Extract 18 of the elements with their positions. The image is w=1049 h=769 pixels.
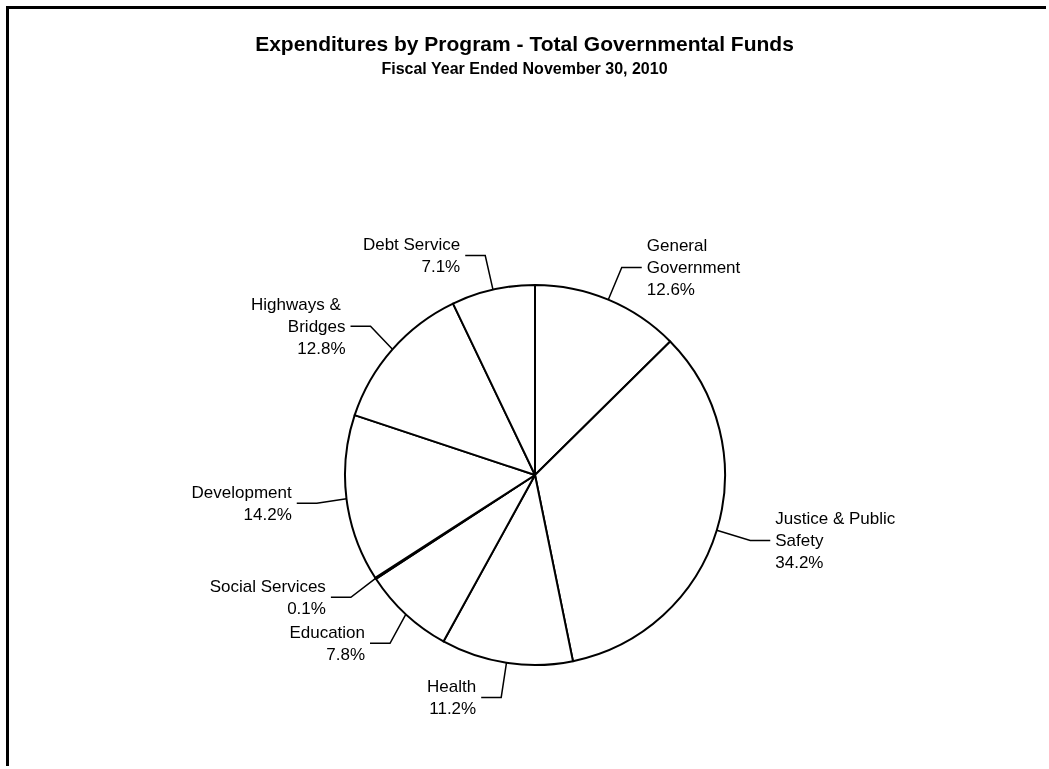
slice-label: Highways & Bridges [251, 294, 346, 336]
data-label: 11.2% [429, 698, 477, 718]
data-label: 7.1% [421, 257, 461, 277]
data-label: 14.2% [243, 504, 292, 524]
chart-title: Expenditures by Program - Total Governmental Funds [255, 32, 794, 55]
slice-label: Debt Service [362, 235, 461, 255]
data-label: 34.2% [775, 552, 824, 572]
data-label: 0.1% [287, 598, 326, 618]
data-label: 12.6% [646, 279, 695, 299]
chart-subtitle: Fiscal Year Ended November 30, 2010 [381, 59, 668, 77]
slice-label: Justice & Public Safety [775, 508, 900, 550]
slice-label: Education [289, 622, 366, 642]
slice-label: Development [191, 482, 293, 502]
slice-label: Social Services [209, 576, 326, 596]
data-label: 7.8% [326, 644, 366, 664]
slice-label: Health [427, 676, 477, 696]
slice-label: General Government [646, 235, 741, 277]
data-label: 12.8% [297, 338, 346, 358]
